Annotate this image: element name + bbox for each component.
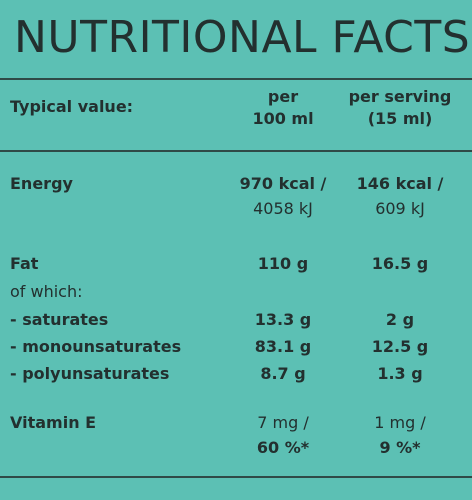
rule [0, 78, 472, 80]
cell: 2 g [385, 310, 415, 329]
row-label: - polyunsaturates [10, 364, 170, 383]
column-header: Typical value: [10, 97, 134, 116]
column-header: per [267, 87, 299, 106]
cell: 110 g [257, 254, 309, 273]
cell: 13.3 g [254, 310, 312, 329]
rule [0, 476, 472, 478]
column-header: 100 ml [252, 109, 314, 128]
cell: 970 kcal / [239, 174, 327, 193]
cell: 8.7 g [260, 364, 306, 383]
row-label: Vitamin E [10, 413, 97, 432]
rule [0, 150, 472, 152]
row-label: Fat [10, 254, 39, 273]
cell: 609 kJ [375, 199, 425, 218]
sub-heading: of which: [10, 282, 83, 301]
title: NUTRITIONAL FACTS [14, 12, 471, 63]
column-header: (15 ml) [367, 109, 433, 128]
cell: 1.3 g [377, 364, 423, 383]
cell: 12.5 g [371, 337, 429, 356]
cell: 4058 kJ [253, 199, 313, 218]
cell: 7 mg / [257, 413, 309, 432]
cell: 83.1 g [254, 337, 312, 356]
cell: 16.5 g [371, 254, 429, 273]
cell: 1 mg / [374, 413, 426, 432]
row-label: - saturates [10, 310, 109, 329]
column-header: per serving [348, 87, 452, 106]
row-label: - monounsaturates [10, 337, 182, 356]
row-label: Energy [10, 174, 73, 193]
cell: 60 %* [256, 438, 310, 457]
cell: 146 kcal / [356, 174, 444, 193]
cell: 9 %* [379, 438, 421, 457]
